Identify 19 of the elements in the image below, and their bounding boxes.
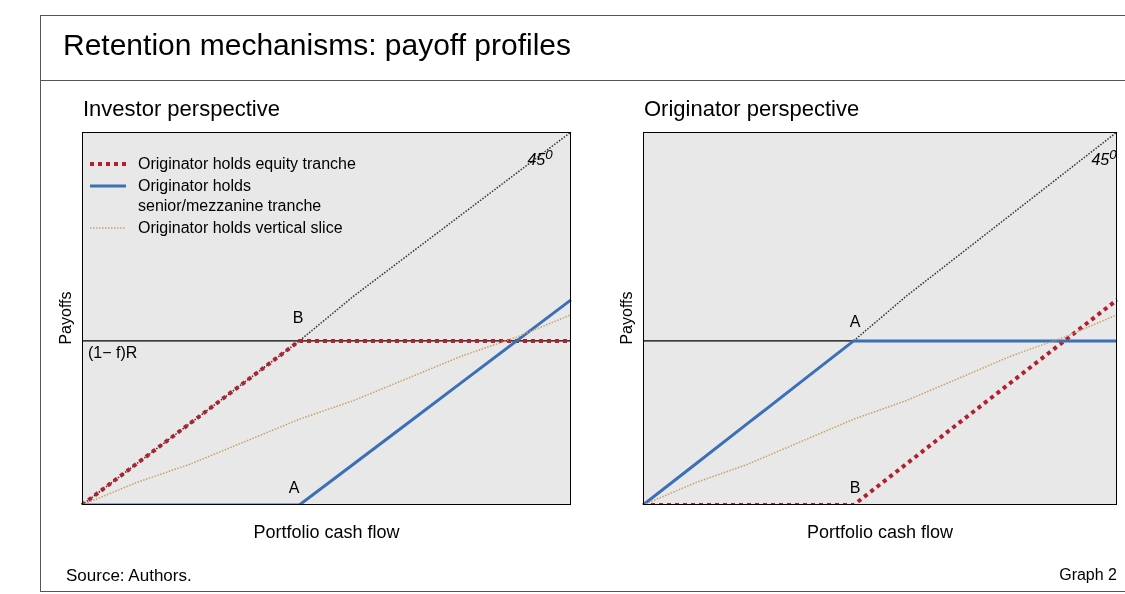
chart-title: Retention mechanisms: payoff profiles	[63, 28, 572, 62]
annotation: B	[292, 309, 304, 327]
x-axis-title: Portfolio cash flow	[805, 522, 955, 543]
legend-label: Originator holds senior/mezzanine tranche	[138, 176, 323, 216]
annotation: 45$^{0}$	[527, 147, 553, 170]
source-note: Source: Authors.	[66, 566, 192, 586]
annotation: A	[849, 313, 861, 331]
y-axis-title: Payoffs	[618, 289, 636, 347]
chart-subtitle: Investor perspective	[83, 96, 280, 122]
annotation: 45$^{0}$	[1091, 147, 1117, 170]
chart-subtitle: Originator perspective	[644, 96, 860, 122]
legend-label: Originator holds equity tranche	[138, 154, 357, 174]
x-axis-title: Portfolio cash flow	[252, 522, 401, 543]
ref-line-label: (1− f)R	[88, 344, 138, 362]
annotation: A	[288, 479, 300, 497]
legend-label: Originator holds vertical slice	[138, 218, 344, 238]
annotation: B	[849, 479, 861, 497]
y-axis-title: Payoffs	[57, 289, 75, 347]
caption: Graph 2	[1059, 566, 1117, 584]
